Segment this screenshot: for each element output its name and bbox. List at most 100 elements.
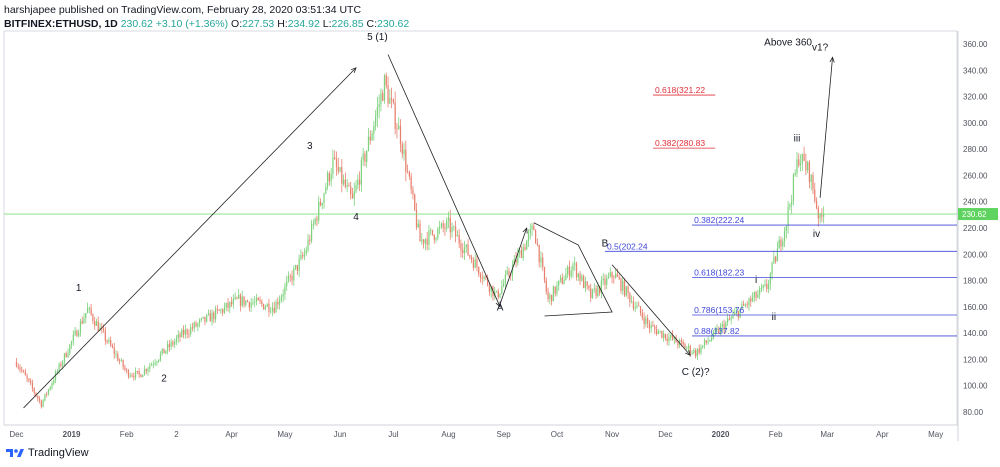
- x-tick-label: 2020: [712, 430, 730, 439]
- candle: [586, 281, 588, 290]
- candle: [385, 72, 387, 89]
- candle-body: [529, 228, 531, 234]
- candle: [556, 281, 558, 297]
- candle: [524, 243, 526, 251]
- candle-body: [88, 307, 90, 309]
- candle-body: [545, 280, 547, 292]
- candle-body: [383, 75, 386, 101]
- candle: [817, 205, 819, 227]
- candle-body: [625, 286, 627, 296]
- candle: [604, 274, 606, 290]
- candle-body: [780, 239, 782, 247]
- candle-body: [476, 259, 478, 268]
- candle-body: [634, 307, 636, 309]
- candle: [600, 276, 603, 299]
- x-tick-label: Mar: [820, 430, 834, 439]
- candle-body: [547, 291, 549, 300]
- candle: [743, 300, 745, 306]
- candle-body: [369, 136, 371, 141]
- candle-body: [540, 257, 542, 263]
- candle: [773, 250, 775, 265]
- candle: [739, 309, 741, 319]
- wave-label: 3: [307, 141, 313, 152]
- candle: [184, 324, 186, 339]
- trend-arrow: [23, 68, 356, 409]
- candle-body: [799, 163, 802, 166]
- candle: [387, 76, 389, 108]
- candle: [332, 149, 334, 179]
- candle-body: [165, 350, 167, 354]
- candle: [762, 284, 764, 292]
- candle-body: [131, 375, 133, 377]
- candle-body: [481, 277, 483, 279]
- candle: [344, 172, 346, 189]
- candle: [435, 236, 437, 243]
- candle: [753, 291, 755, 303]
- candle-body: [234, 297, 236, 300]
- candle: [568, 260, 571, 281]
- candle: [310, 219, 313, 244]
- candle: [42, 398, 44, 408]
- candle: [106, 339, 108, 344]
- candle-body: [21, 369, 23, 371]
- candle-body: [698, 348, 700, 353]
- candle: [430, 227, 432, 236]
- candle-body: [81, 321, 83, 324]
- candle: [287, 271, 290, 283]
- candle-body: [764, 284, 766, 286]
- candle: [734, 307, 736, 316]
- candle-body: [195, 322, 197, 327]
- candle-body: [609, 272, 611, 277]
- candle: [78, 329, 80, 338]
- candle: [378, 94, 380, 119]
- candle-body: [753, 292, 755, 298]
- candle-body: [332, 157, 334, 174]
- candle-body: [65, 353, 67, 357]
- candle: [24, 368, 26, 376]
- candle-body: [579, 273, 581, 281]
- candle-body: [124, 367, 126, 370]
- candle-body: [739, 309, 741, 318]
- candle-body: [732, 314, 734, 318]
- candle: [79, 318, 82, 337]
- candle: [21, 366, 23, 374]
- candle-body: [796, 159, 798, 174]
- candle-body: [631, 301, 633, 303]
- candle: [30, 378, 32, 386]
- candle: [766, 278, 768, 293]
- candle-body: [803, 153, 805, 162]
- candle: [494, 287, 496, 300]
- fib-level-label: 0.618(321.22: [655, 85, 705, 95]
- candle: [454, 220, 457, 243]
- candle: [357, 174, 359, 190]
- candle: [389, 89, 391, 104]
- candle-body: [558, 280, 560, 286]
- candle-body: [668, 337, 670, 342]
- candle-body: [33, 388, 35, 393]
- candle-body: [357, 179, 359, 186]
- candle: [607, 272, 610, 280]
- x-tick-label: Dec: [9, 430, 23, 439]
- candle-body: [113, 347, 115, 355]
- plot-frame: [3, 30, 958, 426]
- candle-body: [133, 375, 135, 378]
- y-tick-label: 80.00: [963, 408, 984, 417]
- candle: [367, 127, 370, 152]
- candle-body: [229, 301, 231, 308]
- candle: [355, 180, 357, 194]
- candle-body: [465, 244, 467, 248]
- candle: [661, 330, 663, 339]
- candle-body: [415, 209, 418, 228]
- candle: [166, 340, 169, 355]
- candle-body: [126, 369, 128, 371]
- candle: [502, 278, 505, 288]
- candle-body: [348, 185, 350, 187]
- candle: [293, 265, 295, 286]
- candle-body: [177, 334, 179, 339]
- candle: [149, 362, 151, 373]
- candle-body: [136, 371, 138, 372]
- candle-body: [286, 281, 288, 286]
- candle-body: [714, 330, 716, 331]
- candle-body: [334, 157, 336, 159]
